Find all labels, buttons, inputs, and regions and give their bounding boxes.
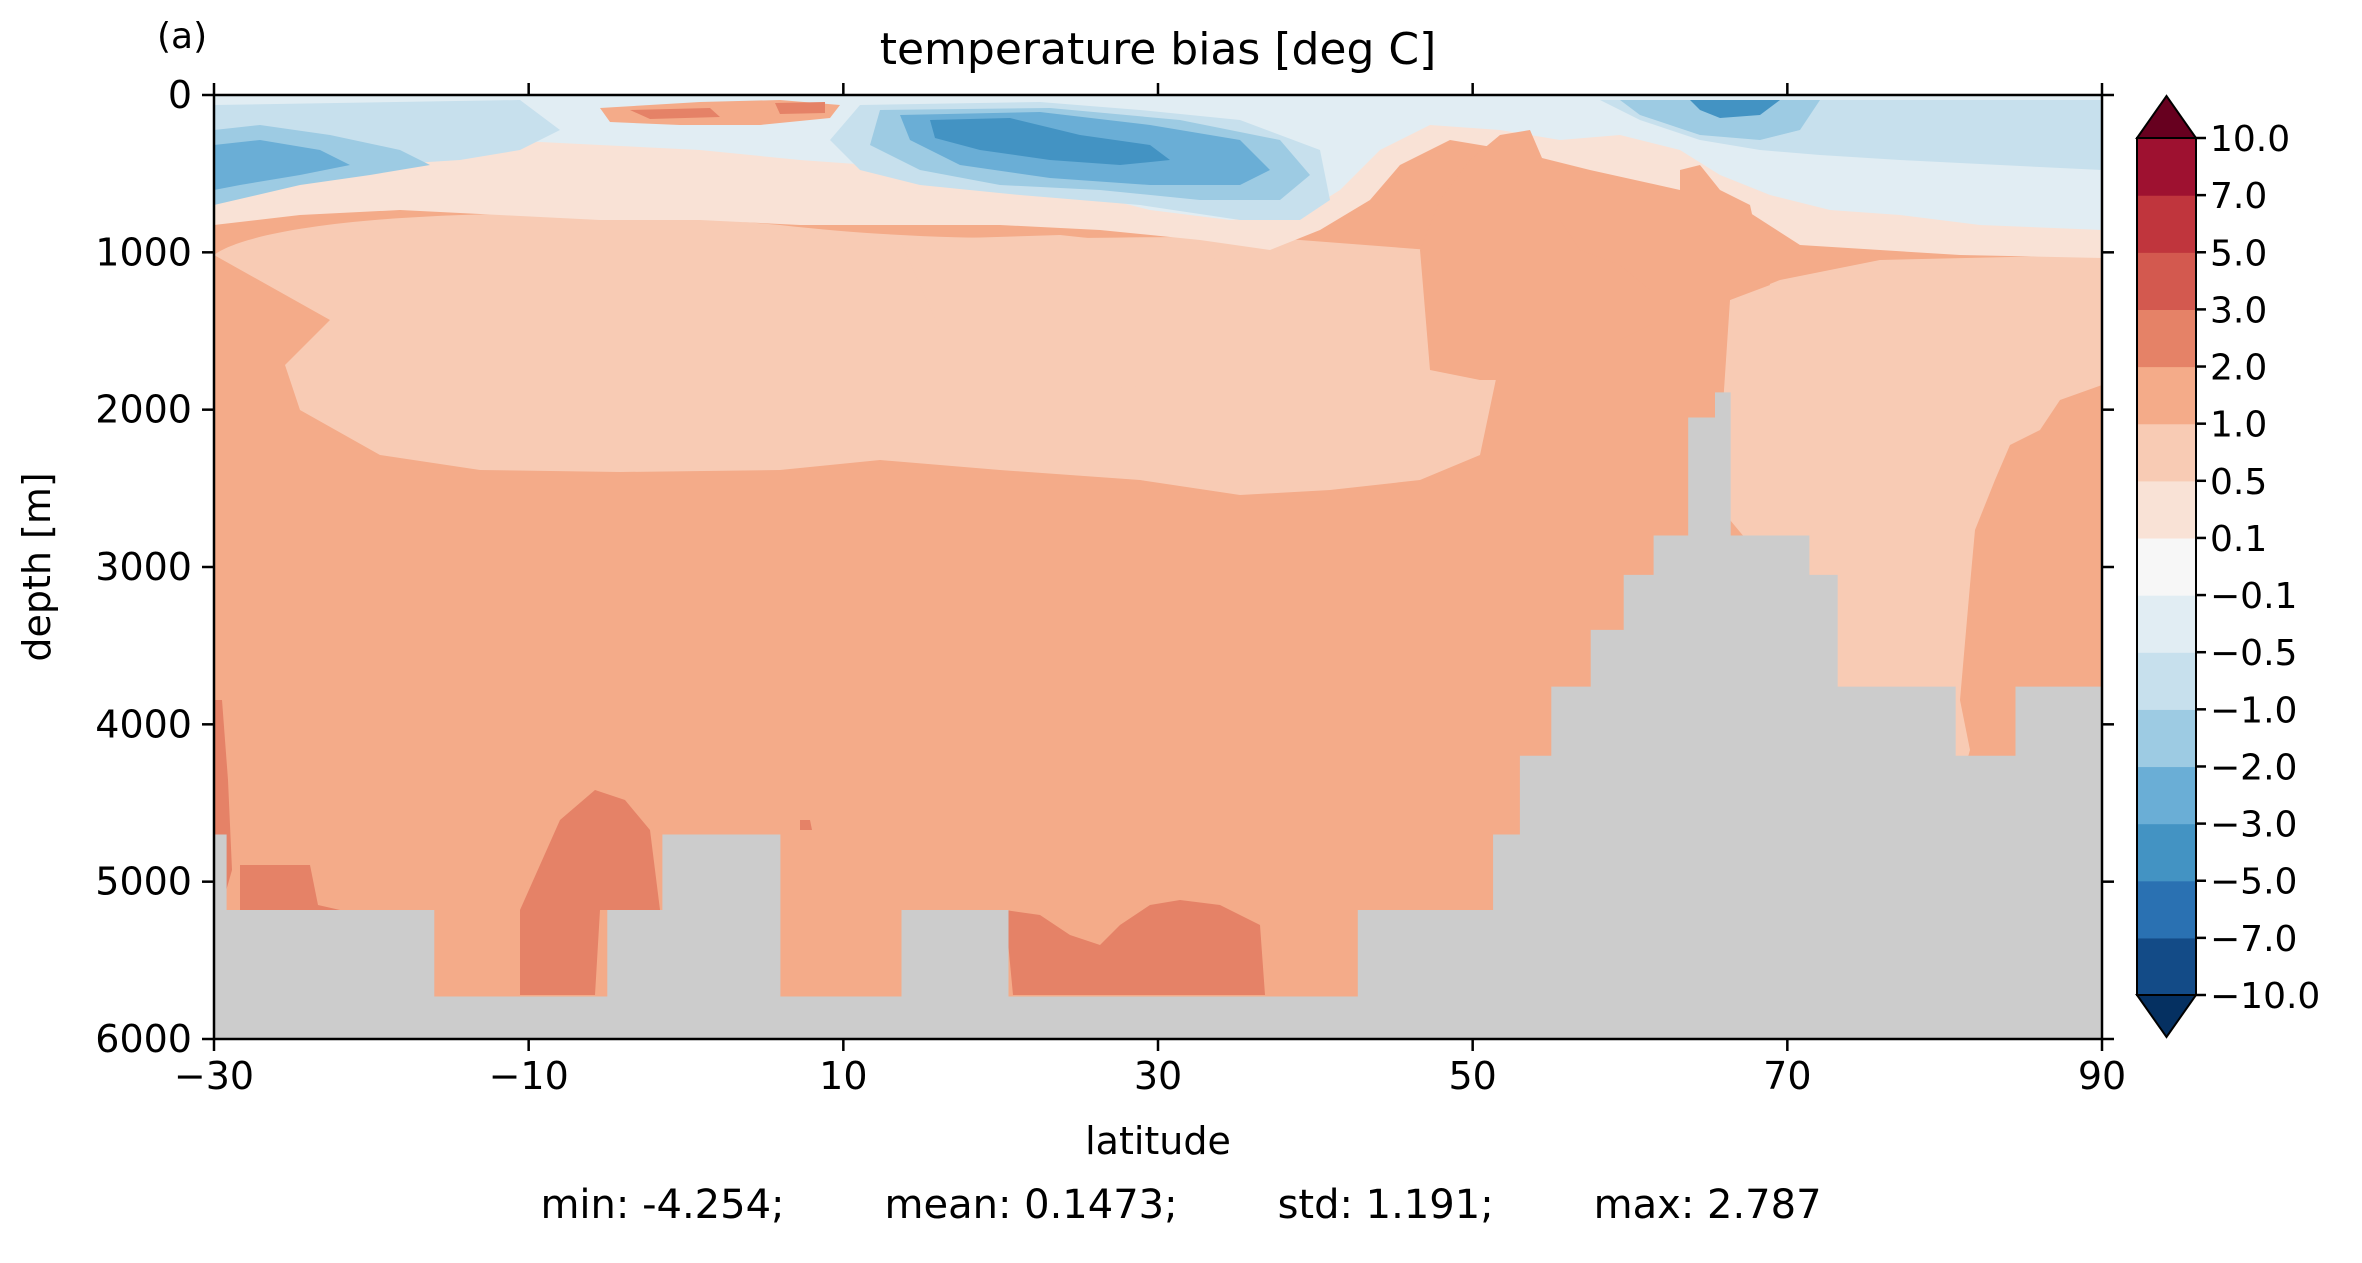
- y-axis: 0 1000 2000 3000 4000 5000 6000: [95, 73, 2114, 1061]
- colorbar-segment: [2137, 195, 2196, 253]
- bottom-warm-patch-3: [520, 790, 660, 995]
- colorbar-segment: [2137, 423, 2196, 482]
- colorbar-tick-label: 0.1: [2210, 519, 2267, 560]
- y-tick-label: 3000: [95, 545, 192, 589]
- y-axis-label: depth [m]: [15, 472, 59, 661]
- x-tick-label: −30: [174, 1054, 254, 1098]
- colorbar-tick-label: 5.0: [2210, 233, 2267, 274]
- colorbar-segment: [2137, 309, 2196, 368]
- northern-warm-plume: [1420, 130, 1660, 380]
- northern-cool-layer-dark: [1690, 100, 1780, 118]
- colorbar-segment: [2137, 766, 2196, 825]
- colorbar-segment: [2137, 823, 2196, 882]
- colorbar-segment: [2137, 480, 2196, 539]
- colorbar-frame: [2136, 137, 2197, 996]
- colorbar-tick-label: 0.5: [2210, 462, 2267, 503]
- colorbar-tick-label: −0.5: [2210, 633, 2297, 674]
- x-tick-label: 90: [2078, 1054, 2126, 1098]
- colorbar-tick-label: −3.0: [2210, 805, 2297, 846]
- y-tick-label: 5000: [95, 860, 192, 904]
- bottom-warm-patch-2: [240, 865, 340, 910]
- colorbar-tick-label: −7.0: [2210, 919, 2297, 960]
- stat-max: max: 2.787: [1593, 1182, 1822, 1228]
- colorbar-segment: [2137, 652, 2196, 710]
- x-tick-label: 50: [1448, 1054, 1496, 1098]
- intermediate-water-tongue: [214, 213, 1500, 495]
- intermediate-water-mid: [900, 235, 1290, 390]
- x-tick-label: 30: [1134, 1054, 1182, 1098]
- colorbar-extend-min: [2135, 994, 2198, 1039]
- colorbar-segment: [2137, 595, 2196, 653]
- colorbar-tick-label: −2.0: [2210, 747, 2297, 788]
- stat-std: std: 1.191;: [1277, 1182, 1494, 1228]
- y-tick-label: 4000: [95, 702, 192, 746]
- stat-min: min: -4.254;: [540, 1182, 785, 1228]
- colorbar-tick-label: −0.1: [2210, 576, 2297, 617]
- colorbar-tick-label: 2.0: [2210, 348, 2267, 389]
- bottom-warm-patch-4: [1005, 900, 1265, 995]
- surface-warm-patch-dark-2: [775, 102, 825, 114]
- x-tick-label: 10: [819, 1054, 867, 1098]
- colorbar-extend-max: [2135, 94, 2198, 139]
- colorbar-segment: [2137, 252, 2196, 310]
- colorbar-tick-label: 7.0: [2210, 176, 2267, 217]
- chart-title: temperature bias [deg C]: [880, 24, 1437, 75]
- colorbar-segment: [2137, 537, 2196, 596]
- stat-mean: mean: 0.1473;: [884, 1182, 1178, 1228]
- colorbar-segment: [2137, 709, 2196, 768]
- colorbar: −10.0 −7.0 −5.0 −3.0 −2.0 −1.0 −0.5 −0.1 0.1 0.5 1…: [2135, 94, 2320, 1039]
- y-tick-label: 2000: [95, 388, 192, 432]
- y-tick-label: 1000: [95, 230, 192, 274]
- x-tick-label: 70: [1763, 1054, 1811, 1098]
- colorbar-segment: [2137, 880, 2196, 939]
- bottom-warm-patch-5: [800, 820, 812, 830]
- y-tick-label: 6000: [95, 1017, 192, 1061]
- colorbar-tick-label: 3.0: [2210, 290, 2267, 331]
- northern-cool-layer: [1620, 100, 1820, 140]
- x-tick-label: −10: [489, 1054, 569, 1098]
- northern-warm-plume-2: [1680, 165, 1770, 320]
- surface-warm-patch-dark: [630, 108, 720, 119]
- panel-label: (a): [157, 16, 207, 57]
- land-mask-bathymetry: [214, 392, 2102, 1039]
- southern-cool-layer-dark: [214, 140, 350, 190]
- colorbar-tick-label: 1.0: [2210, 405, 2267, 446]
- colorbar-segment: [2137, 138, 2196, 196]
- colorbar-segment: [2137, 366, 2196, 425]
- plot-area: [214, 95, 2102, 1039]
- colorbar-tick-label: −5.0: [2210, 862, 2297, 903]
- y-tick-label: 0: [168, 73, 192, 117]
- colorbar-tick-label: 10.0: [2210, 119, 2290, 160]
- colorbar-tick-label: −1.0: [2210, 690, 2297, 731]
- colorbar-segment: [2137, 937, 2196, 996]
- statistics-line: min: -4.254; mean: 0.1473; std: 1.191; max:…: [0, 1182, 2362, 1228]
- x-axis: −30 −10 10 30 50 70 90: [174, 83, 2126, 1098]
- colorbar-tick-label: −10.0: [2210, 976, 2320, 1017]
- tropical-cool-core-dark: [930, 118, 1170, 165]
- x-axis-label: latitude: [1085, 1119, 1231, 1163]
